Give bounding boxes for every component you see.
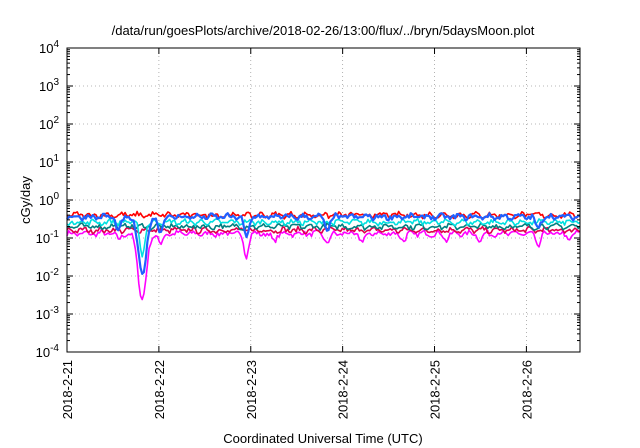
x-tick-label: 2018-2-24: [336, 360, 351, 419]
x-tick-label: 2018-2-25: [428, 360, 443, 419]
y-tick-label: 100: [39, 191, 59, 208]
y-tick-label: 10-3: [36, 305, 60, 322]
grid: [67, 48, 580, 352]
chart-title: /data/run/goesPlots/archive/2018-02-26/1…: [112, 23, 535, 38]
y-tick-label: 104: [39, 39, 59, 56]
y-tick-label: 103: [39, 77, 59, 94]
x-tick-label: 2018-2-23: [244, 360, 259, 419]
x-axis: 2018-2-21 2018-2-22 2018-2-23 2018-2-24 2018…: [60, 48, 534, 419]
y-tick-label: 102: [39, 115, 59, 132]
series-layer: [66, 210, 581, 301]
x-axis-label: Coordinated Universal Time (UTC): [223, 431, 422, 446]
y-tick-label: 10-4: [36, 343, 60, 360]
y-axis: 10-4 10-3 10-2 10-1 100 101 102 103 104: [36, 39, 580, 360]
x-tick-label: 2018-2-26: [519, 360, 534, 419]
y-tick-label: 10-1: [36, 229, 60, 246]
series-line: [66, 229, 581, 301]
x-tick-label: 2018-2-22: [152, 360, 167, 419]
y-tick-label: 10-2: [36, 267, 60, 284]
series-line: [66, 210, 581, 220]
y-axis-label: cGy/day: [18, 176, 33, 224]
series-line: [66, 222, 581, 231]
series-line: [66, 212, 581, 275]
series-line: [66, 225, 581, 235]
y-tick-label: 101: [39, 153, 59, 170]
x-tick-label: 2018-2-21: [60, 360, 75, 419]
